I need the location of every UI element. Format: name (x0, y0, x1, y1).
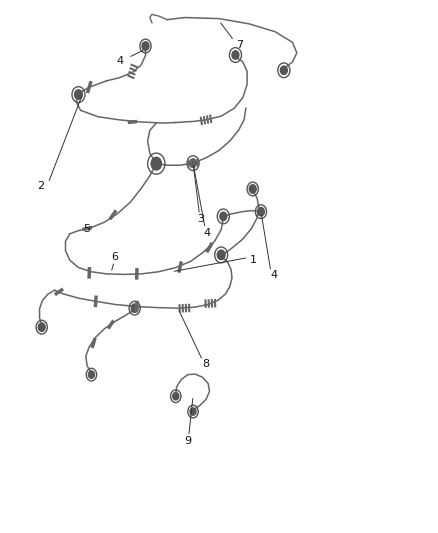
Text: 4: 4 (203, 228, 210, 238)
Text: 6: 6 (111, 252, 118, 262)
Circle shape (249, 185, 256, 193)
Text: 9: 9 (184, 435, 191, 446)
Circle shape (151, 157, 162, 170)
Circle shape (190, 159, 197, 167)
Text: 3: 3 (198, 214, 205, 224)
Text: 4: 4 (116, 56, 123, 66)
Circle shape (217, 250, 225, 260)
Circle shape (74, 90, 82, 99)
Circle shape (280, 66, 287, 75)
Circle shape (173, 393, 179, 400)
Circle shape (190, 408, 196, 415)
Circle shape (38, 323, 45, 332)
Circle shape (258, 207, 265, 216)
Circle shape (220, 212, 227, 221)
Text: 7: 7 (236, 40, 244, 50)
Circle shape (88, 371, 95, 378)
Text: 4: 4 (271, 270, 278, 280)
Circle shape (142, 42, 149, 50)
Circle shape (131, 304, 138, 312)
Text: 5: 5 (84, 223, 91, 233)
Text: 8: 8 (202, 359, 210, 369)
Text: 2: 2 (37, 181, 44, 191)
Circle shape (232, 51, 239, 59)
Text: 1: 1 (250, 255, 257, 265)
